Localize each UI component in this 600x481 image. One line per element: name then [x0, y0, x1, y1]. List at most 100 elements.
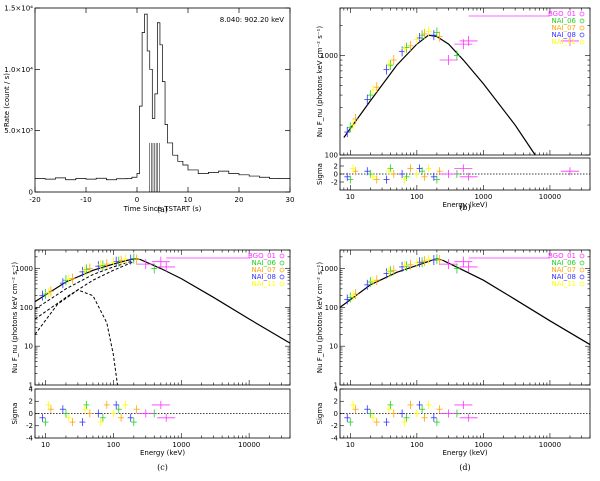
residual-tick-label: 2: [334, 398, 338, 406]
light-curve-point: [95, 177, 97, 179]
light-curve-point: [152, 118, 153, 119]
residual-tick-label: -2: [331, 422, 338, 430]
model-line: [339, 257, 591, 346]
legend-marker-nai_11: [579, 39, 585, 45]
residual-tick-label: -2: [26, 422, 33, 430]
y-tick-label: 5.0×10³: [4, 127, 33, 135]
panel-c: 10 100 1000 100001101001000-4-2024BGO_01NAI…: [11, 249, 291, 472]
light-curve-point: [167, 142, 168, 144]
y-tick-label: 1.0×10⁴: [4, 66, 33, 74]
x-axis-label: Energy (keV): [442, 449, 487, 457]
x-tick-label: -10: [80, 196, 91, 204]
y-axis-label: Nu F_nu (photons keV cm⁻² s⁻¹): [316, 262, 324, 373]
light-curve-point: [197, 173, 199, 174]
light-curve-point: [259, 176, 260, 178]
legend-marker-nai_11: [279, 281, 285, 287]
legend-label-nai_11: NAI_11: [552, 280, 577, 288]
x-tick-label: 10000: [539, 193, 561, 201]
light-curve-line: [35, 13, 291, 181]
legend-marker-nai_08: [579, 32, 585, 38]
x-tick-label: 1000: [172, 441, 190, 449]
legend-label-nai_06: NAI_06: [552, 259, 577, 267]
legend-marker-nai_06: [579, 18, 585, 24]
light-curve-point: [269, 178, 270, 179]
legend-marker-nai_08: [279, 274, 285, 280]
x-tick-label: 10: [346, 441, 355, 449]
light-curve-point: [139, 105, 140, 107]
y-tick-label: 100: [325, 304, 338, 312]
legend-label-nai_07: NAI_07: [552, 266, 577, 274]
light-curve-point: [289, 178, 291, 180]
light-curve-point: [116, 178, 117, 180]
component_3-line: [34, 289, 119, 386]
x-tick-label: 100: [410, 193, 423, 201]
y-tick-label: 0: [29, 189, 33, 197]
spectrum-frame: [339, 7, 591, 156]
legend-marker-bgo_01: [279, 253, 285, 259]
light-curve-point: [218, 170, 219, 172]
x-tick-label: 10000: [539, 441, 561, 449]
y-axis-label: Nu F_nu (photons keV cm⁻² s⁻¹): [316, 26, 324, 137]
light-curve-point: [106, 179, 107, 181]
x-tick-label: 1000: [474, 193, 492, 201]
residual-tick-label: -2: [331, 178, 338, 186]
x-tick-label: 10000: [238, 441, 260, 449]
light-curve-point: [65, 179, 66, 181]
legend-label-nai_11: NAI_11: [252, 280, 277, 288]
legend-label-bgo_01: BGO_01: [248, 252, 276, 260]
caption-b: (b): [459, 203, 470, 212]
residual-tick-label: 4: [29, 385, 34, 393]
light-curve-point: [146, 50, 148, 52]
legend-label-nai_06: NAI_06: [252, 259, 277, 267]
legend-marker-nai_07: [579, 267, 585, 273]
residual-tick-label: -4: [331, 434, 339, 442]
legend-label-nai_11: NAI_11: [552, 38, 577, 46]
light-curve-point: [228, 173, 230, 174]
light-curve-point: [75, 178, 77, 179]
light-curve-point: [159, 44, 161, 46]
energy-range-annotation: 8.040: 902.20 keV: [220, 16, 284, 24]
x-tick-label: 1000: [474, 441, 492, 449]
axes-frame: [34, 7, 291, 193]
light-curve-point: [162, 81, 163, 82]
model-line: [34, 258, 291, 344]
legend-marker-bgo_01: [579, 11, 585, 17]
light-curve-point: [131, 176, 133, 178]
x-axis-label: Energy (keV): [140, 449, 185, 457]
light-curve-point: [182, 164, 184, 166]
y-tick-label: 10: [24, 343, 33, 351]
shaded-interval: [149, 142, 160, 192]
light-curve-point: [126, 178, 128, 179]
legend-label-bgo_01: BGO_01: [548, 252, 576, 260]
light-curve-point: [141, 32, 143, 33]
light-curve-point: [157, 22, 158, 24]
legend-label-nai_07: NAI_07: [252, 266, 277, 274]
light-curve-point: [44, 178, 46, 180]
y-tick-label: 1.5×10⁴: [4, 5, 33, 13]
legend-label-nai_07: NAI_07: [552, 24, 577, 32]
residual-tick-label: 0: [29, 410, 33, 418]
x-tick-label: 10: [346, 193, 355, 201]
y-tick-label: 10: [329, 343, 338, 351]
legend-label-nai_08: NAI_08: [552, 31, 577, 39]
residual-tick-label: 4: [334, 385, 339, 393]
residual-tick-label: 0: [334, 170, 338, 178]
panel-a: -20 -10 0 10 20 30 0 5.0×10³ 1.0×10⁴ 1.5×10⁴ 8.040…: [3, 5, 294, 215]
panel-d: 10 100 1000 100001101001000-4-2024BGO_01NAI…: [316, 249, 591, 472]
legend-marker-nai_07: [279, 267, 285, 273]
x-tick-label: 20: [235, 196, 244, 204]
x-tick-label: 100: [410, 441, 423, 449]
x-axis-label: Time Since TSTART (s): [123, 205, 202, 213]
light-curve-point: [149, 69, 151, 70]
legend-marker-nai_06: [279, 260, 285, 266]
y-axis-label: Rate (count / s): [3, 73, 11, 127]
legend-marker-nai_07: [579, 25, 585, 31]
light-curve-point: [208, 172, 209, 173]
light-curve-point: [144, 13, 145, 15]
light-curve-point: [55, 177, 56, 179]
light-curve-point: [187, 169, 189, 171]
residual-tick-label: 2: [334, 162, 338, 170]
spectrum-frame: [34, 249, 291, 386]
